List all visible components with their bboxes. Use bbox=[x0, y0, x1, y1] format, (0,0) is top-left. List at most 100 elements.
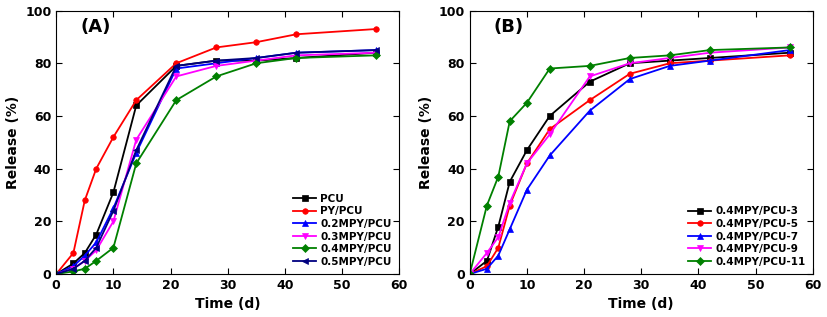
PY/PCU bbox=[251, 40, 261, 44]
0.4MPY/PCU-5 bbox=[465, 272, 475, 276]
PY/PCU bbox=[291, 32, 301, 36]
Line: 0.3MPY/PCU: 0.3MPY/PCU bbox=[54, 50, 379, 277]
0.4MPY/PCU-5 bbox=[705, 59, 715, 62]
0.4MPY/PCU-7 bbox=[545, 153, 555, 157]
Line: PCU: PCU bbox=[54, 50, 379, 277]
Line: 0.5MPY/PCU: 0.5MPY/PCU bbox=[54, 47, 379, 277]
0.4MPY/PCU-11 bbox=[504, 119, 514, 123]
0.4MPY/PCU-9 bbox=[665, 56, 675, 60]
0.4MPY/PCU-5 bbox=[482, 264, 492, 268]
0.4MPY/PCU-3 bbox=[465, 272, 475, 276]
0.4MPY/PCU bbox=[212, 74, 222, 78]
0.4MPY/PCU-5 bbox=[504, 204, 514, 207]
0.4MPY/PCU-7 bbox=[585, 109, 595, 113]
0.4MPY/PCU-3 bbox=[665, 59, 675, 62]
0.4MPY/PCU-11 bbox=[625, 56, 635, 60]
0.4MPY/PCU-5 bbox=[665, 61, 675, 65]
0.4MPY/PCU bbox=[171, 98, 181, 102]
0.2MPY/PCU bbox=[80, 254, 90, 257]
0.2MPY/PCU bbox=[108, 206, 118, 210]
0.2MPY/PCU bbox=[51, 272, 61, 276]
0.3MPY/PCU bbox=[80, 259, 90, 263]
0.4MPY/PCU-3 bbox=[585, 80, 595, 84]
0.3MPY/PCU bbox=[51, 272, 61, 276]
0.4MPY/PCU-3 bbox=[504, 180, 514, 184]
0.4MPY/PCU bbox=[69, 269, 79, 273]
PCU bbox=[69, 262, 79, 265]
PCU bbox=[131, 104, 141, 107]
0.4MPY/PCU bbox=[131, 161, 141, 165]
0.4MPY/PCU bbox=[371, 54, 381, 57]
PY/PCU bbox=[80, 198, 90, 202]
PY/PCU bbox=[131, 98, 141, 102]
0.2MPY/PCU bbox=[371, 48, 381, 52]
0.2MPY/PCU bbox=[171, 67, 181, 70]
0.4MPY/PCU-9 bbox=[705, 51, 715, 55]
0.4MPY/PCU-3 bbox=[545, 114, 555, 118]
Y-axis label: Release (%): Release (%) bbox=[419, 96, 433, 189]
0.4MPY/PCU-5 bbox=[585, 98, 595, 102]
PCU bbox=[251, 59, 261, 62]
X-axis label: Time (d): Time (d) bbox=[609, 297, 674, 311]
0.3MPY/PCU bbox=[371, 51, 381, 55]
0.4MPY/PCU-3 bbox=[522, 148, 532, 152]
0.4MPY/PCU-7 bbox=[465, 272, 475, 276]
Line: 0.4MPY/PCU-7: 0.4MPY/PCU-7 bbox=[467, 47, 792, 277]
PCU bbox=[91, 233, 101, 236]
0.4MPY/PCU-11 bbox=[494, 175, 504, 178]
Text: (B): (B) bbox=[494, 18, 523, 36]
0.2MPY/PCU bbox=[251, 56, 261, 60]
0.4MPY/PCU-11 bbox=[585, 64, 595, 68]
0.4MPY/PCU-3 bbox=[494, 225, 504, 229]
PCU bbox=[212, 59, 222, 62]
X-axis label: Time (d): Time (d) bbox=[195, 297, 261, 311]
0.4MPY/PCU-7 bbox=[482, 267, 492, 271]
0.5MPY/PCU bbox=[108, 209, 118, 213]
0.4MPY/PCU-7 bbox=[522, 188, 532, 191]
0.5MPY/PCU bbox=[69, 267, 79, 271]
0.4MPY/PCU-7 bbox=[665, 64, 675, 68]
PY/PCU bbox=[108, 135, 118, 139]
0.4MPY/PCU-11 bbox=[522, 101, 532, 105]
PY/PCU bbox=[69, 251, 79, 255]
0.4MPY/PCU-9 bbox=[545, 133, 555, 136]
PY/PCU bbox=[51, 272, 61, 276]
0.4MPY/PCU bbox=[80, 267, 90, 271]
0.4MPY/PCU bbox=[291, 56, 301, 60]
0.2MPY/PCU bbox=[291, 51, 301, 55]
0.4MPY/PCU-7 bbox=[494, 254, 504, 257]
PY/PCU bbox=[91, 167, 101, 171]
0.3MPY/PCU bbox=[251, 59, 261, 62]
0.5MPY/PCU bbox=[291, 51, 301, 55]
0.3MPY/PCU bbox=[171, 74, 181, 78]
0.4MPY/PCU-3 bbox=[482, 259, 492, 263]
0.4MPY/PCU bbox=[251, 61, 261, 65]
0.4MPY/PCU-5 bbox=[494, 246, 504, 249]
0.2MPY/PCU bbox=[69, 264, 79, 268]
Line: PY/PCU: PY/PCU bbox=[54, 26, 379, 277]
0.4MPY/PCU-9 bbox=[785, 46, 795, 49]
PCU bbox=[171, 64, 181, 68]
0.5MPY/PCU bbox=[80, 259, 90, 263]
0.4MPY/PCU-5 bbox=[625, 72, 635, 76]
PY/PCU bbox=[371, 27, 381, 31]
0.5MPY/PCU bbox=[212, 59, 222, 62]
0.5MPY/PCU bbox=[131, 148, 141, 152]
0.4MPY/PCU-7 bbox=[785, 48, 795, 52]
Text: (A): (A) bbox=[80, 18, 111, 36]
0.4MPY/PCU-3 bbox=[705, 56, 715, 60]
0.4MPY/PCU-3 bbox=[785, 51, 795, 55]
0.4MPY/PCU-11 bbox=[482, 204, 492, 207]
0.4MPY/PCU-11 bbox=[545, 67, 555, 70]
0.3MPY/PCU bbox=[131, 138, 141, 142]
0.4MPY/PCU bbox=[91, 259, 101, 263]
0.4MPY/PCU-9 bbox=[522, 161, 532, 165]
Line: 0.4MPY/PCU-11: 0.4MPY/PCU-11 bbox=[467, 45, 792, 277]
0.4MPY/PCU-9 bbox=[482, 251, 492, 255]
Legend: PCU, PY/PCU, 0.2MPY/PCU, 0.3MPY/PCU, 0.4MPY/PCU, 0.5MPY/PCU: PCU, PY/PCU, 0.2MPY/PCU, 0.3MPY/PCU, 0.4… bbox=[291, 192, 394, 269]
0.4MPY/PCU-11 bbox=[665, 54, 675, 57]
PY/PCU bbox=[212, 46, 222, 49]
0.4MPY/PCU-9 bbox=[494, 235, 504, 239]
0.3MPY/PCU bbox=[212, 64, 222, 68]
Line: 0.2MPY/PCU: 0.2MPY/PCU bbox=[54, 47, 379, 277]
